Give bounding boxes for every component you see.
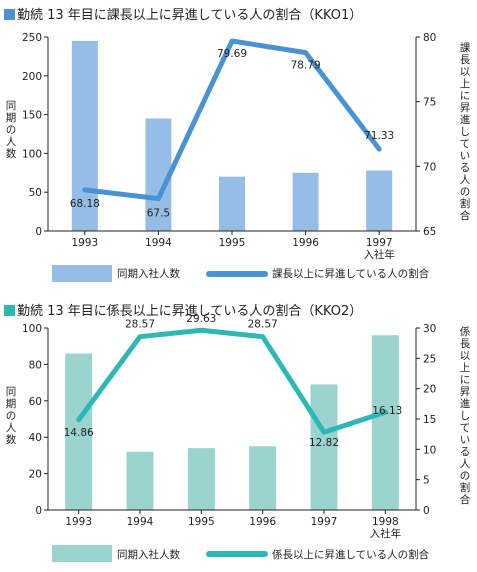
chart2-rate-line: [76, 327, 388, 435]
chart2-bar-1995: [187, 448, 215, 510]
chart1-y-right-tick-label: 80: [423, 32, 436, 44]
chart1-x-tick-label: 1996: [292, 237, 319, 249]
chart2-y-right-tick-label: 20: [423, 384, 436, 396]
chart1-y-right-tick-label: 70: [423, 161, 436, 173]
chart2-x-tick-label: 1994: [127, 516, 154, 528]
chart2-rate-label-1996: 28.57: [248, 319, 278, 331]
chart2-x-tick-label: 1995: [188, 516, 215, 528]
chart2-y-right-tick-label: 10: [423, 444, 436, 456]
chart2-y-left-tick-label: 60: [29, 396, 42, 408]
chart1-x-tick-label: 1993: [71, 237, 98, 249]
chart1-rate-line: [82, 38, 382, 202]
chart1-legend-line-swatch: [206, 271, 268, 277]
chart1-bar-1997: [366, 170, 393, 231]
chart2-x-tick-label: 1996: [249, 516, 276, 528]
chart1-plot: 0 50 100 150 200 250 65 70 75 80 1993 1994 1995 1996 1…: [22, 32, 436, 261]
chart1-y-left-tick-label: 250: [22, 32, 42, 44]
chart1-y-left-tick-label: 0: [35, 226, 42, 238]
chart1-legend-bar-label: 同期入社人数: [117, 268, 180, 280]
chart2-x-tick-label: 1993: [65, 516, 92, 528]
chart2-y-right-label: 係長以上に昇進している人の割合: [459, 326, 471, 506]
chart1-rate-label-1994: 67.5: [147, 208, 170, 220]
chart2-rate-label-1997: 12.82: [309, 437, 339, 449]
chart1-bar-1993: [71, 40, 98, 231]
chart2-rate-label-1993: 14.86: [64, 427, 94, 439]
chart1-rate-label-1993: 68.18: [70, 198, 100, 210]
chart2-y-left-tick-label: 100: [22, 323, 42, 335]
chart1-title-text: 勤続 13 年目に課長以上に昇進している人の割合（KKO1）: [17, 8, 363, 23]
chart2-rate-label-1998: 16.13: [372, 405, 402, 417]
chart2-y-left-tick-label: 80: [29, 359, 42, 371]
chart1-y-right-tick-label: 75: [423, 97, 436, 109]
chart2-title-text: 勤続 13 年目に係長以上に昇進している人の割合（KKO2）: [17, 304, 363, 319]
chart1-y-left-tick-label: 100: [22, 148, 42, 160]
chart1-y-right-label: 課長以上に昇進している人の割合: [459, 42, 471, 222]
chart2-legend-line-label: 係長以上に昇進している人の割合: [272, 549, 430, 561]
chart1-y-left-tick-label: 200: [22, 71, 42, 83]
chart2-legend: 同期入社人数 係長以上に昇進している人の割合: [0, 542, 477, 564]
chart1-title: 勤続 13 年目に課長以上に昇進している人の割合（KKO1）: [4, 4, 362, 23]
chart2-title: 勤続 13 年目に係長以上に昇進している人の割合（KKO2）: [4, 300, 362, 319]
chart1-y-right-tick-label: 65: [423, 226, 436, 238]
chart1-bar-1995: [219, 176, 245, 231]
chart2-legend-bar-swatch: [52, 545, 112, 562]
chart2-y-right-tick-label: 15: [423, 414, 436, 426]
chart2-legend-bar-label: 同期入社人数: [117, 549, 180, 561]
chart1-rate-label-1995: 79.69: [217, 48, 247, 60]
chart1-x-tick-label: 1995: [219, 237, 246, 249]
chart1-rate-label-1997: 71.33: [364, 130, 394, 142]
chart2-y-left-tick-label: 40: [29, 432, 42, 444]
chart2-bar-1998: [371, 335, 399, 510]
chart2-y-right-tick-label: 0: [423, 505, 430, 517]
chart2-y-left-tick-label: 20: [29, 469, 42, 481]
chart2-x-tick-label: 1997: [311, 516, 338, 528]
chart2-bar-1994: [126, 451, 154, 510]
chart1-legend: 同期入社人数 課長以上に昇進している人の割合: [0, 262, 477, 282]
chart1-y-left-label: 同期の人数: [5, 100, 17, 160]
chart2-x-tick-label: 1998 入社年: [370, 516, 402, 540]
chart1-x-tick-label: 1997 入社年: [363, 237, 395, 261]
chart1-x-tick-label: 1994: [145, 237, 172, 249]
chart1-legend-bar-swatch: [52, 265, 112, 282]
chart1-y-left-tick-label: 150: [22, 110, 42, 122]
chart2-y-right-tick-label: 30: [423, 323, 436, 335]
chart1-title-square-icon: [4, 9, 15, 20]
chart2-y-left-label: 同期の人数: [5, 386, 17, 446]
chart2-bar-1993: [65, 353, 93, 510]
chart1-bar-1996: [292, 172, 319, 231]
chart1-y-left-tick-label: 50: [29, 187, 42, 199]
chart2-y-left-tick-label: 0: [35, 505, 42, 517]
chart2-legend-line-swatch: [206, 551, 268, 557]
chart1-legend-line-label: 課長以上に昇進している人の割合: [272, 268, 430, 280]
chart2-title-square-icon: [4, 305, 15, 316]
chart2-bar-1996: [249, 446, 277, 510]
chart2-bar-1997: [310, 384, 338, 510]
chart2-rate-label-1994: 28.57: [125, 319, 155, 331]
chart1-rate-label-1996: 78.79: [291, 60, 321, 72]
chart2-rate-label-1995: 29.63: [186, 313, 216, 325]
chart2-y-right-tick-label: 25: [423, 353, 436, 365]
chart2-y-right-tick-label: 5: [423, 475, 430, 487]
